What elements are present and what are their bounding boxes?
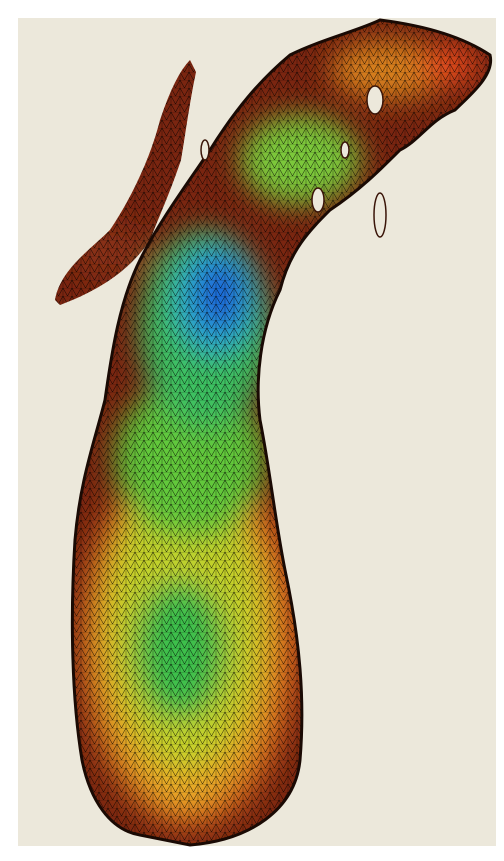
mesh-view bbox=[0, 0, 504, 861]
page bbox=[0, 0, 504, 861]
